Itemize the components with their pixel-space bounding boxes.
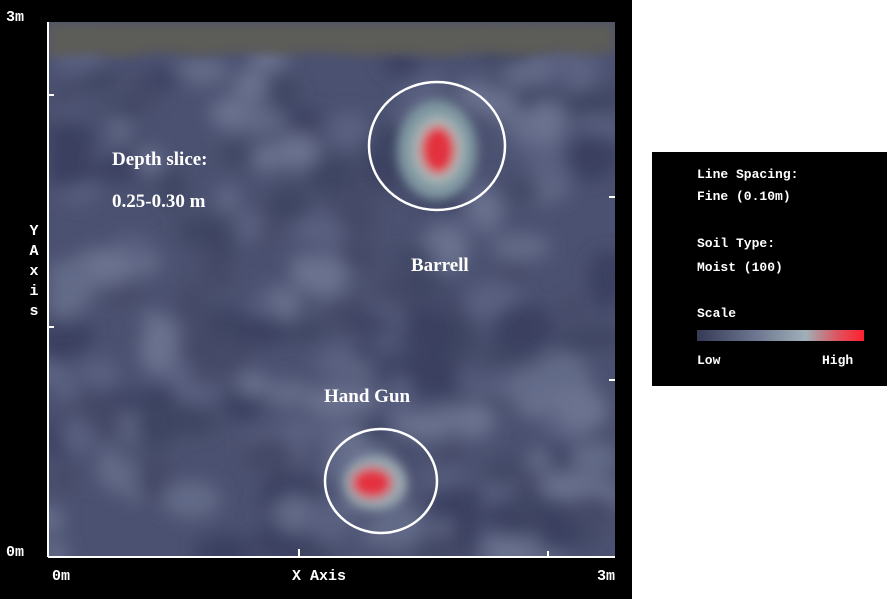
- texture: [412, 542, 441, 558]
- texture: [253, 143, 278, 173]
- y-bottom-label: 0m: [6, 545, 24, 560]
- texture: [81, 358, 119, 389]
- texture: [265, 77, 298, 105]
- texture: [564, 134, 620, 180]
- texture: [539, 473, 591, 500]
- texture: [261, 379, 315, 408]
- texture: [346, 315, 397, 334]
- texture: [575, 528, 597, 546]
- texture: [210, 98, 248, 130]
- annotation: Hand Gun: [324, 387, 410, 406]
- texture: [386, 56, 424, 79]
- texture: [567, 87, 622, 115]
- texture: [140, 327, 177, 372]
- texture: [177, 215, 233, 247]
- figure: [0, 0, 887, 599]
- texture: [273, 135, 320, 169]
- texture: [488, 461, 510, 484]
- texture: [100, 286, 142, 302]
- texture: [52, 467, 77, 491]
- texture: [525, 100, 567, 143]
- annotation: 0.25-0.30 m: [112, 192, 205, 211]
- texture: [556, 330, 603, 352]
- texture: [502, 375, 549, 401]
- legend-text: Soil Type:: [697, 237, 775, 250]
- texture: [134, 401, 177, 449]
- texture: [269, 185, 309, 224]
- texture: [97, 446, 123, 491]
- x-left-label: 0m: [52, 569, 70, 584]
- texture: [419, 470, 468, 487]
- texture: [452, 504, 483, 551]
- legend-text: Line Spacing:: [697, 168, 798, 181]
- texture: [237, 372, 268, 396]
- texture: [77, 70, 120, 90]
- texture: [498, 263, 527, 281]
- texture: [135, 453, 170, 501]
- legend-text: Low: [697, 354, 720, 367]
- texture: [397, 307, 455, 352]
- texture: [56, 374, 79, 405]
- texture: [184, 387, 224, 403]
- texture: [494, 304, 556, 351]
- legend-text: Fine (0.10m): [697, 190, 791, 203]
- texture: [216, 184, 239, 212]
- texture: [48, 148, 90, 188]
- scale-bar: [697, 330, 864, 341]
- texture: [439, 443, 459, 463]
- texture: [146, 69, 183, 87]
- texture: [569, 441, 618, 475]
- texture: [508, 180, 541, 200]
- texture: [106, 101, 144, 118]
- texture: [565, 494, 619, 526]
- annotation: Depth slice:: [112, 150, 208, 169]
- texture: [397, 411, 454, 440]
- texture: [369, 504, 426, 548]
- y-top-label: 3m: [6, 10, 24, 25]
- texture: [556, 389, 609, 431]
- texture: [457, 80, 490, 109]
- texture: [453, 402, 495, 438]
- texture: [141, 312, 165, 329]
- texture: [177, 283, 206, 323]
- texture: [393, 355, 439, 380]
- texture: [326, 112, 372, 148]
- x-axis-title: X Axis: [292, 569, 346, 584]
- legend-text: Scale: [697, 307, 736, 320]
- texture: [234, 208, 263, 244]
- x-right-label: 3m: [597, 569, 615, 584]
- texture: [560, 298, 585, 321]
- texture: [47, 262, 93, 278]
- texture: [53, 83, 77, 100]
- texture: [294, 255, 348, 295]
- texture: [162, 481, 220, 519]
- texture: [179, 328, 218, 366]
- page: 3m 0m 0m X Axis 3m Y Axis Depth slice: 0…: [0, 0, 887, 599]
- legend-text: Moist (100): [697, 261, 783, 274]
- annotation: Barrell: [411, 256, 469, 275]
- texture: [233, 314, 288, 346]
- texture: [491, 233, 551, 261]
- texture: [277, 417, 326, 441]
- texture: [354, 343, 374, 363]
- texture: [431, 215, 489, 231]
- y-axis-title: Y Axis: [29, 222, 39, 322]
- texture: [242, 437, 297, 475]
- legend-text: High: [822, 354, 853, 367]
